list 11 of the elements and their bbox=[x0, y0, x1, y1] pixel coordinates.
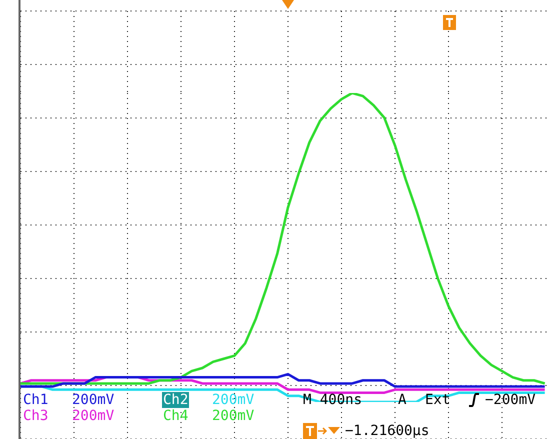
text: 200mV bbox=[72, 408, 114, 424]
text: −1.21600µs bbox=[345, 423, 430, 439]
series-label: Ch2 bbox=[162, 392, 190, 408]
series-label: Ch3 bbox=[22, 408, 50, 424]
series-label: Ch4 bbox=[162, 408, 190, 424]
annotation: 200mV bbox=[212, 392, 254, 408]
annotation: −200mV bbox=[485, 392, 536, 408]
annotation: 200mV bbox=[72, 392, 114, 408]
text: 200mV bbox=[212, 408, 254, 424]
annotation: Ext bbox=[425, 392, 450, 408]
series-label: Ch1 bbox=[22, 392, 50, 408]
